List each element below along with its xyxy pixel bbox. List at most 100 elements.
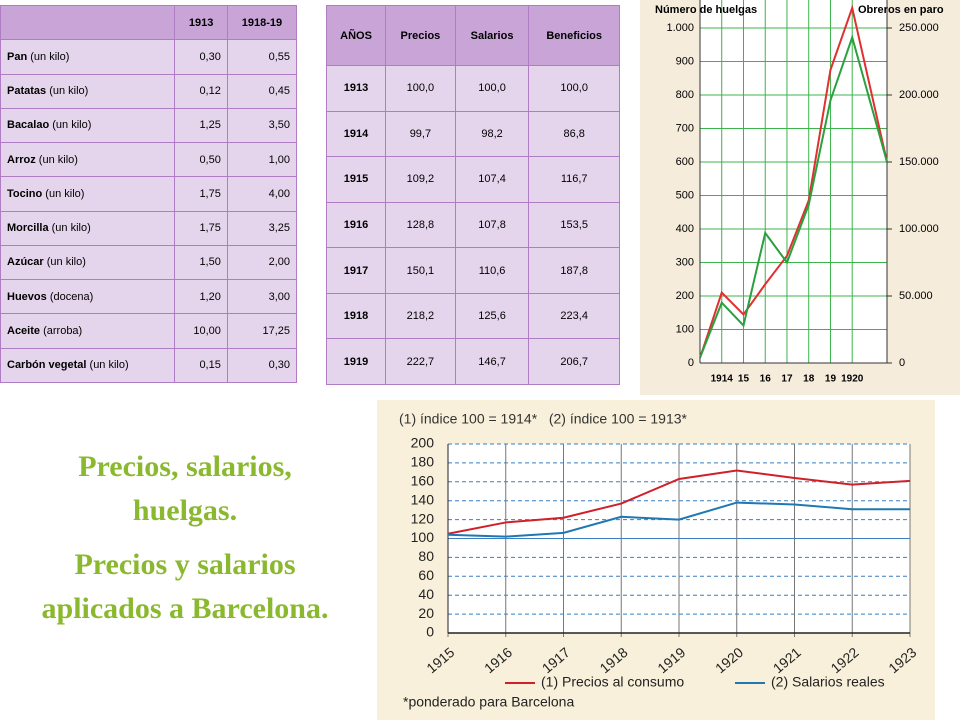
item-name: Bacalao [7, 119, 50, 132]
x-tick-label: 15 [738, 374, 750, 385]
item-cell: Patatas (un kilo) [0, 73, 176, 109]
subtitle: (1) índice 100 = 1914* (2) índice 100 = … [399, 411, 688, 427]
line [699, 4, 888, 359]
value-cell: 1,75 [174, 210, 228, 246]
row: Arroz (un kilo) 0,50 1,00 [0, 142, 298, 178]
header-row: AÑOS Precios Salarios Beneficios [325, 5, 620, 66]
value-cell: 1,00 [226, 142, 298, 178]
line [447, 501, 910, 538]
row: 1914 99,7 98,2 86,8 [325, 110, 620, 158]
value-cell: 146,7 [454, 338, 530, 385]
y-tick-label: 300 [676, 256, 694, 268]
y-tick-label: 80 [418, 548, 434, 564]
caption: Precios, salarios, huelgas. Precios y sa… [30, 445, 340, 641]
item-unit: (un kilo) [89, 359, 129, 372]
value-cell: 223,4 [528, 292, 620, 340]
header-cell [0, 4, 176, 41]
row: Carbón vegetal (un kilo) 0,15 0,30 [0, 347, 298, 384]
value-cell: 0,15 [174, 347, 228, 384]
item-cell: Bacalao (un kilo) [0, 107, 176, 144]
line [447, 469, 911, 535]
value-cell: 17,25 [226, 313, 298, 349]
value-cell: 107,4 [454, 156, 530, 203]
y-tick-label: 200 [411, 435, 435, 451]
item-name: Morcilla [7, 222, 49, 235]
row: Pan (un kilo) 0,30 0,55 [0, 39, 298, 75]
value-cell: 86,8 [528, 110, 620, 158]
x-tick-label: 1914 [711, 374, 734, 385]
value-cell: 187,8 [528, 247, 620, 294]
value-cell: 2,00 [226, 244, 298, 281]
y-tick-label: 0 [426, 624, 434, 640]
value-cell: 0,30 [226, 347, 298, 384]
y2-tick-label: 50.000 [899, 290, 933, 302]
y2-tick-label: 100.000 [899, 223, 939, 235]
value-cell: 3,00 [226, 279, 298, 315]
value-cell: 0,30 [174, 39, 228, 75]
y2-tick-label: 200.000 [899, 89, 939, 101]
item-cell: Arroz (un kilo) [0, 142, 176, 178]
year-cell: 1917 [325, 247, 387, 294]
y-tick-label: 500 [676, 189, 694, 201]
row: 1919 222,7 146,7 206,7 [325, 338, 620, 385]
value-cell: 3,50 [226, 107, 298, 144]
value-cell: 109,2 [385, 156, 456, 203]
y-tick-label: 180 [411, 454, 435, 470]
row: Tocino (un kilo) 1,75 4,00 [0, 176, 298, 212]
year-cell: 1914 [325, 110, 387, 158]
row: Bacalao (un kilo) 1,25 3,50 [0, 107, 298, 144]
header-cell: 1918-19 [226, 4, 298, 41]
year-cell: 1918 [325, 292, 387, 340]
footnote: *ponderado para Barcelona [403, 694, 574, 710]
y-tick-label: 400 [676, 223, 694, 235]
value-cell: 107,8 [454, 201, 530, 249]
y-tick-label: 100 [411, 529, 435, 545]
row: 1918 218,2 125,6 223,4 [325, 292, 620, 340]
item-unit: (un kilo) [52, 119, 92, 132]
y2-tick-label: 250.000 [899, 22, 939, 34]
y-tick-label: 120 [411, 510, 435, 526]
item-unit: (un kilo) [30, 50, 70, 63]
caption-line: Precios, salarios, huelgas. [78, 450, 292, 527]
y-tick-label: 800 [676, 89, 694, 101]
item-cell: Aceite (arroba) [0, 313, 176, 349]
item-name: Pan [7, 50, 28, 63]
index-table: AÑOS Precios Salarios Beneficios 1913 100,0 10… [325, 5, 620, 385]
item-cell: Carbón vegetal (un kilo) [0, 347, 176, 384]
value-cell: 100,0 [385, 65, 456, 112]
value-cell: 206,7 [528, 338, 620, 385]
value-cell: 1,75 [174, 176, 228, 212]
row: 1915 109,2 107,4 116,7 [325, 156, 620, 203]
row: Aceite (arroba) 10,00 17,25 [0, 313, 298, 349]
year-cell: 1913 [325, 65, 387, 112]
value-cell: 116,7 [528, 156, 620, 203]
year-cell: 1919 [325, 338, 387, 385]
legend-label: (2) Salarios reales [771, 674, 885, 690]
value-cell: 150,1 [385, 247, 456, 294]
value-cell: 10,00 [174, 313, 228, 349]
value-cell: 98,2 [454, 110, 530, 158]
x-tick-label: 17 [781, 374, 793, 385]
item-name: Arroz [7, 153, 36, 166]
y-tick-label: 100 [676, 323, 694, 335]
y2-tick-label: 150.000 [899, 156, 939, 168]
y-tick-label: 600 [676, 156, 694, 168]
y2-tick-label: 0 [899, 357, 905, 369]
header-cell: Salarios [454, 5, 530, 66]
header-cell: Beneficios [528, 5, 620, 66]
item-name: Tocino [7, 187, 43, 200]
y-tick-label: 200 [676, 290, 694, 302]
value-cell: 0,50 [174, 142, 228, 178]
row: Patatas (un kilo) 0,12 0,45 [0, 73, 298, 109]
legend-label: (1) Precios al consumo [541, 674, 684, 690]
item-cell: Pan (un kilo) [0, 39, 176, 75]
item-name: Patatas [7, 85, 47, 98]
value-cell: 0,55 [226, 39, 298, 75]
row: 1916 128,8 107,8 153,5 [325, 201, 620, 249]
x-tick-label: 18 [803, 374, 815, 385]
value-cell: 99,7 [385, 110, 456, 158]
value-cell: 100,0 [528, 65, 620, 112]
item-name: Carbón vegetal [7, 359, 87, 372]
value-cell: 153,5 [528, 201, 620, 249]
